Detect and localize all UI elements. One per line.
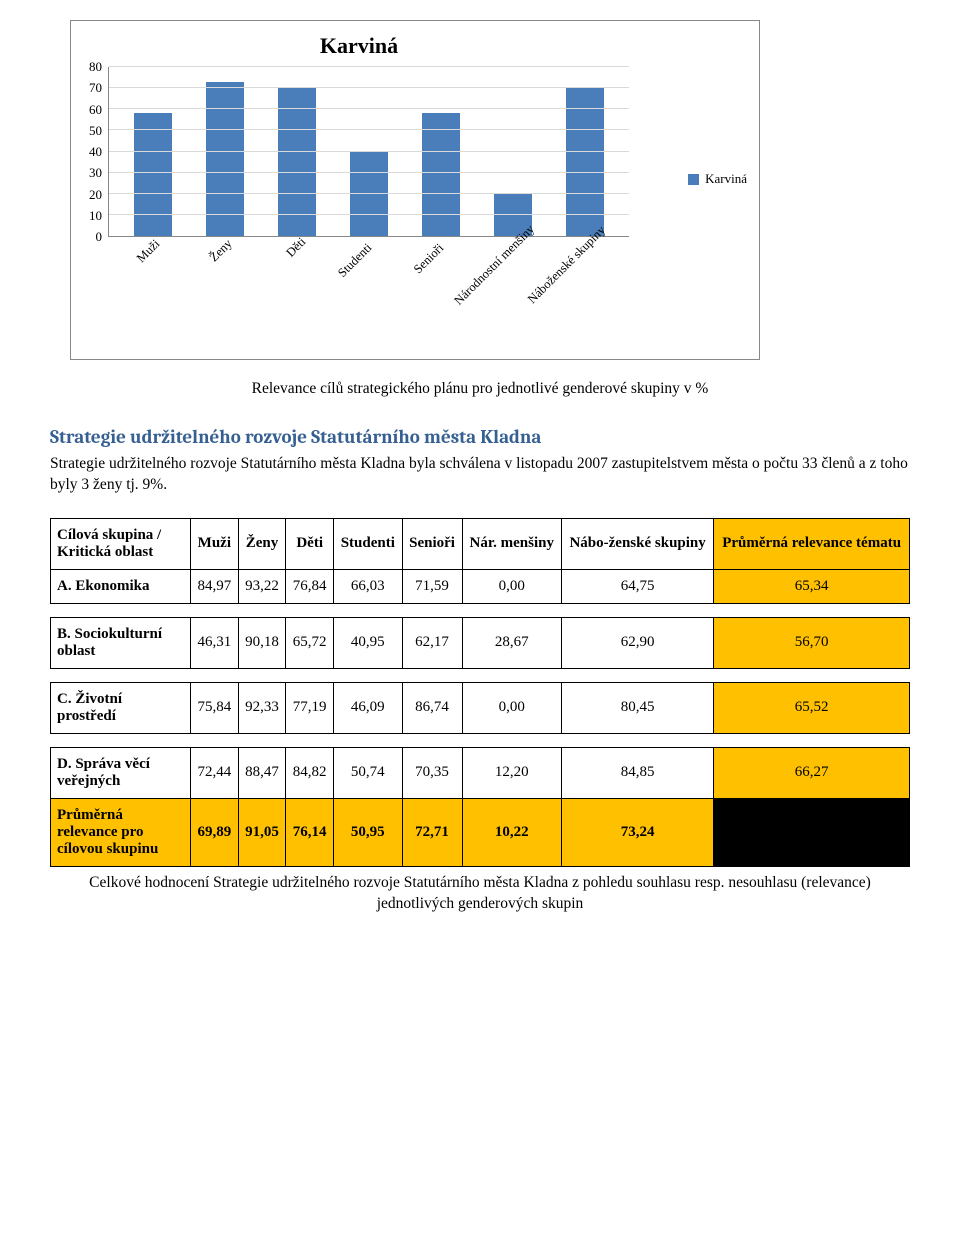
table-cell: 77,19: [286, 682, 334, 733]
table-cell: 76,84: [286, 569, 334, 603]
table-header-cell: Senioři: [402, 518, 462, 569]
table-cell: 71,59: [402, 569, 462, 603]
table-row-label: B. Sociokulturní oblast: [51, 617, 191, 668]
bar: [206, 82, 244, 236]
table-row-label: D. Správa věcí veřejných: [51, 747, 191, 798]
table-cell: 69,89: [191, 798, 239, 866]
table-cell: 90,18: [238, 617, 286, 668]
chart-legend: Karviná: [688, 171, 747, 187]
table-header-cell: Muži: [191, 518, 239, 569]
table-spacer-row: [51, 733, 910, 747]
table-footer-row: Průměrná relevance pro cílovou skupinu69…: [51, 798, 910, 866]
gridline: [109, 172, 629, 173]
chart-caption: Relevance cílů strategického plánu pro j…: [50, 380, 910, 398]
table-cell: 0,00: [462, 569, 561, 603]
table-cell: 84,82: [286, 747, 334, 798]
y-tick-label: 10: [89, 209, 102, 223]
table-header-cell: Cílová skupina / Kritická oblast: [51, 518, 191, 569]
table-cell: 28,67: [462, 617, 561, 668]
table-row-label: Průměrná relevance pro cílovou skupinu: [51, 798, 191, 866]
table-row-label: A. Ekonomika: [51, 569, 191, 603]
table-header-cell: Ženy: [238, 518, 286, 569]
table-row: D. Správa věcí veřejných72,4488,4784,825…: [51, 747, 910, 798]
section-intro: Strategie udržitelného rozvoje Statutárn…: [50, 454, 910, 496]
table-cell: 46,09: [334, 682, 403, 733]
bar: [422, 113, 460, 236]
table-cell: 80,45: [561, 682, 713, 733]
y-tick-label: 80: [89, 60, 102, 74]
table-cell: 91,05: [238, 798, 286, 866]
table-spacer-row: [51, 603, 910, 617]
table-cell: 62,90: [561, 617, 713, 668]
y-tick-label: 50: [89, 124, 102, 138]
table-cell: 70,35: [402, 747, 462, 798]
table-cell: 12,20: [462, 747, 561, 798]
y-tick-label: 70: [89, 81, 102, 95]
table-body: A. Ekonomika84,9793,2276,8466,0371,590,0…: [51, 569, 910, 866]
table-cell: 65,52: [714, 682, 910, 733]
table-cell: 76,14: [286, 798, 334, 866]
table-cell: 50,95: [334, 798, 403, 866]
chart-bars-row: [109, 67, 629, 236]
gridline: [109, 214, 629, 215]
table-cell: 66,27: [714, 747, 910, 798]
gridline: [109, 193, 629, 194]
table-cell: 93,22: [238, 569, 286, 603]
table-cell: 56,70: [714, 617, 910, 668]
table-cell: 72,71: [402, 798, 462, 866]
table-cell: 65,34: [714, 569, 910, 603]
table-cell: 88,47: [238, 747, 286, 798]
table-row: C. Životní prostředí75,8492,3377,1946,09…: [51, 682, 910, 733]
table-cell: 72,44: [191, 747, 239, 798]
gridline: [109, 129, 629, 130]
table-header-cell: Nábo-ženské skupiny: [561, 518, 713, 569]
table-row-label: C. Životní prostředí: [51, 682, 191, 733]
table-header-cell: Děti: [286, 518, 334, 569]
table-header-row: Cílová skupina / Kritická oblastMužiŽeny…: [51, 518, 910, 569]
table-cell: 46,31: [191, 617, 239, 668]
gridline: [109, 87, 629, 88]
table-header-cell: Studenti: [334, 518, 403, 569]
chart-bars-grid: [108, 67, 629, 237]
table-cell: 40,95: [334, 617, 403, 668]
bar-chart: Karviná 80706050403020100 MužiŽenyDětiSt…: [70, 20, 760, 360]
bar: [350, 152, 388, 237]
table-cell: 86,74: [402, 682, 462, 733]
table-cell: 62,17: [402, 617, 462, 668]
legend-label: Karviná: [705, 171, 747, 187]
relevance-table: Cílová skupina / Kritická oblastMužiŽeny…: [50, 518, 910, 867]
table-cell: 84,85: [561, 747, 713, 798]
table-cell: 64,75: [561, 569, 713, 603]
section-heading: Strategie udržitelného rozvoje Statutárn…: [50, 426, 910, 448]
table-cell: 65,72: [286, 617, 334, 668]
gridline: [109, 66, 629, 67]
y-tick-label: 20: [89, 188, 102, 202]
table-cell: 73,24: [561, 798, 713, 866]
legend-swatch-icon: [688, 174, 699, 185]
table-row: A. Ekonomika84,9793,2276,8466,0371,590,0…: [51, 569, 910, 603]
gridline: [109, 108, 629, 109]
table-cell: 0,00: [462, 682, 561, 733]
y-tick-label: 30: [89, 166, 102, 180]
y-tick-label: 60: [89, 103, 102, 117]
table-row: B. Sociokulturní oblast46,3190,1865,7240…: [51, 617, 910, 668]
table-cell: 84,97: [191, 569, 239, 603]
y-tick-label: 40: [89, 145, 102, 159]
chart-y-axis: 80706050403020100: [89, 60, 108, 244]
chart-x-labels: MužiŽenyDětiStudentiSeniořiNárodnostní m…: [89, 241, 629, 351]
gridline: [109, 151, 629, 152]
chart-plot-area: 80706050403020100: [89, 67, 629, 237]
bar: [134, 113, 172, 236]
chart-title: Karviná: [89, 33, 629, 59]
table-cell: 66,03: [334, 569, 403, 603]
table-cell: 92,33: [238, 682, 286, 733]
table-cell: 75,84: [191, 682, 239, 733]
table-cell: 10,22: [462, 798, 561, 866]
table-cell: [714, 798, 910, 866]
table-spacer-row: [51, 668, 910, 682]
table-header-cell: Nár. menšiny: [462, 518, 561, 569]
table-header-cell: Průměrná relevance tématu: [714, 518, 910, 569]
table-cell: 50,74: [334, 747, 403, 798]
table-footer-text: Celkové hodnocení Strategie udržitelného…: [50, 873, 910, 915]
